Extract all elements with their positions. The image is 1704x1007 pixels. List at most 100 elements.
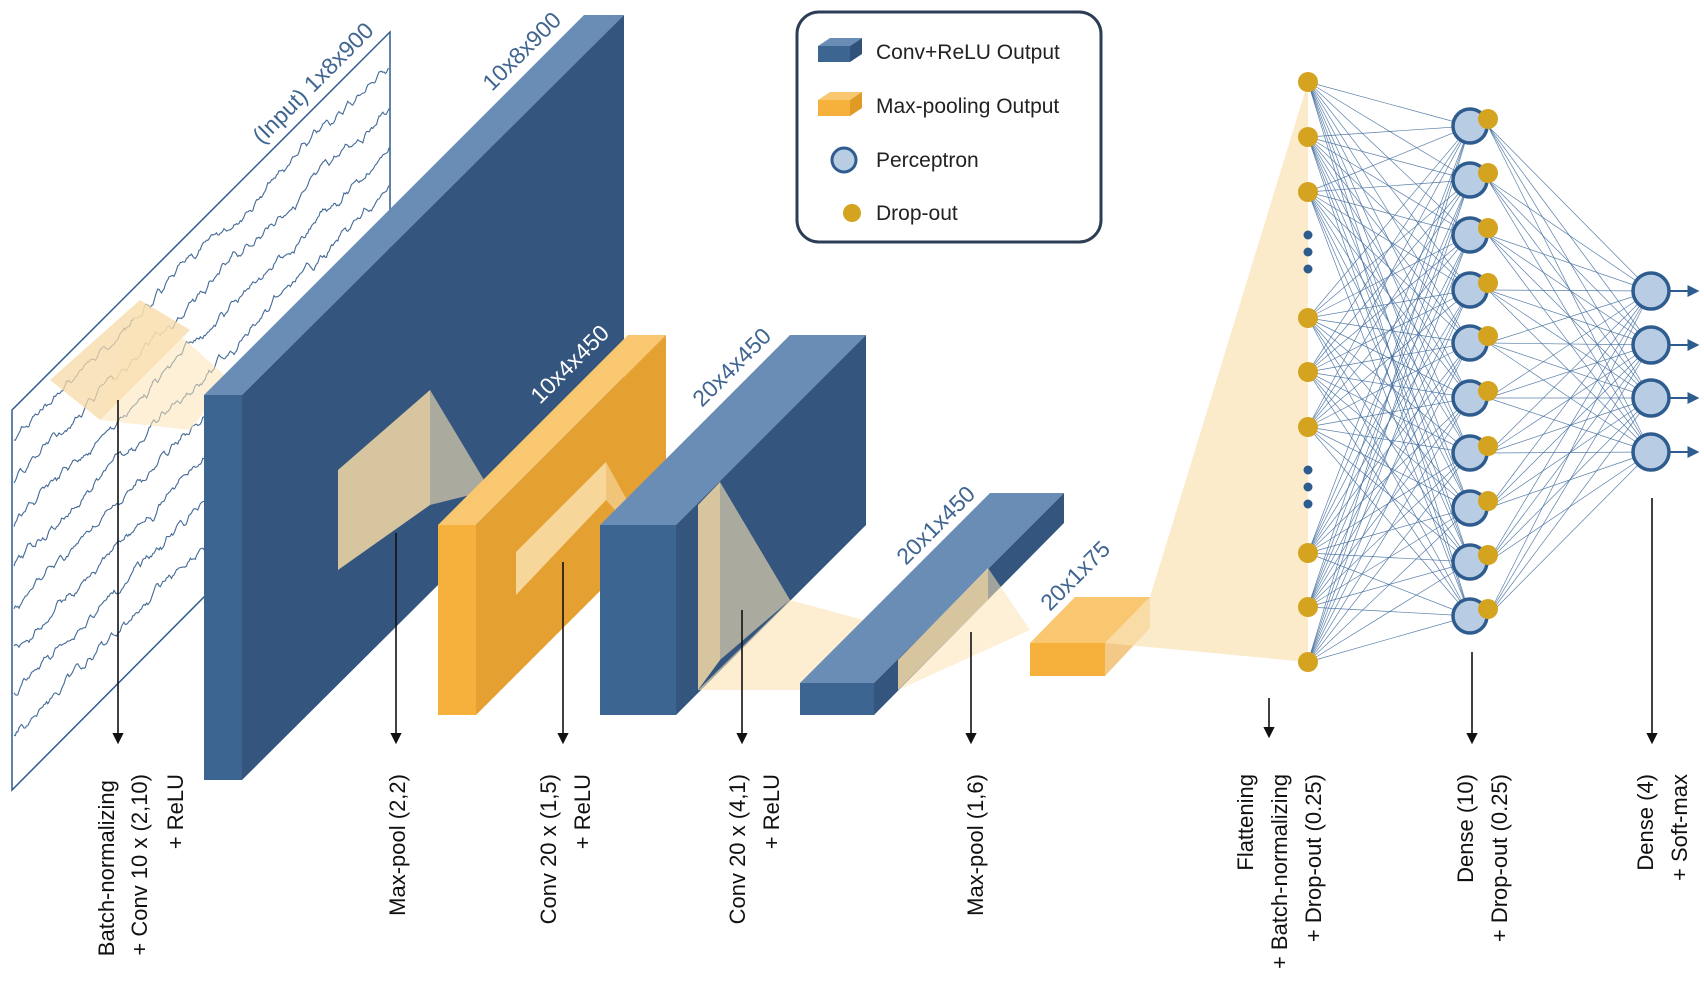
dropout-dot-icon bbox=[843, 204, 861, 222]
perceptron-circle-icon bbox=[830, 146, 858, 174]
conv3-top-face bbox=[800, 493, 1064, 683]
legend-item-dropout: Drop-out bbox=[843, 202, 958, 225]
op4-caption-line2: + ReLU bbox=[759, 774, 784, 849]
connection-line bbox=[1307, 191, 1471, 291]
connection-line bbox=[1307, 81, 1471, 127]
conv2-front-face bbox=[600, 525, 676, 715]
connection-line bbox=[1487, 290, 1652, 509]
connection-line bbox=[1487, 179, 1652, 346]
dropout-dot-icon bbox=[1298, 182, 1318, 202]
connection-line bbox=[1307, 191, 1471, 617]
dropout-dot-icon bbox=[1478, 109, 1498, 129]
connection-line bbox=[1307, 191, 1471, 454]
connection-line bbox=[1487, 397, 1652, 617]
op6-caption: Flattening bbox=[1233, 774, 1258, 871]
dropout-dot-icon bbox=[1478, 436, 1498, 456]
dropout-dot-icon bbox=[1478, 491, 1498, 511]
op3-line1: Conv 20 x (1,5) bbox=[536, 774, 561, 924]
connection-line bbox=[1307, 289, 1471, 663]
conv3-receptive-field bbox=[898, 568, 988, 690]
connection-line bbox=[1487, 289, 1652, 346]
eeg-trace bbox=[13, 147, 390, 527]
connection-line bbox=[1307, 507, 1471, 663]
op2-caption: Max-pool (2,2) bbox=[385, 774, 410, 916]
pool2-front-face bbox=[1030, 643, 1105, 676]
connection-line bbox=[1487, 179, 1652, 453]
ellipsis-dot-icon bbox=[1303, 264, 1313, 274]
connection-line bbox=[1487, 344, 1652, 399]
legend-item-pool: Max-pooling Output bbox=[818, 92, 1059, 118]
legend: Conv+ReLU Output Max-pooling Output Perc… bbox=[795, 10, 1103, 244]
network-connections bbox=[1307, 81, 1652, 663]
orange-block-icon-side bbox=[850, 92, 862, 116]
connection-line bbox=[1487, 290, 1652, 344]
dropout-dot-icon bbox=[1298, 308, 1318, 328]
connection-line bbox=[1307, 125, 1471, 428]
op1-caption: Batch-normalizing + Conv 10 x (2,10) bbox=[94, 774, 152, 956]
op1-line1: Batch-normalizing bbox=[94, 780, 119, 956]
connection-line bbox=[1307, 342, 1471, 608]
connection-line bbox=[1307, 191, 1471, 344]
op1-caption-line3: + ReLU bbox=[163, 774, 188, 849]
connection-line bbox=[1487, 397, 1652, 453]
legend-label-pool: Max-pooling Output bbox=[876, 95, 1059, 118]
flatten-projection bbox=[1105, 82, 1308, 662]
connection-line bbox=[1487, 125, 1652, 399]
op3-caption-line2: + ReLU bbox=[570, 774, 595, 849]
dropout-dot-icon bbox=[1478, 273, 1498, 293]
legend-label-conv: Conv+ReLU Output bbox=[876, 41, 1060, 64]
op6-caption-line2: + Batch-normalizing bbox=[1267, 774, 1292, 969]
connection-line bbox=[1307, 317, 1471, 509]
connection-line bbox=[1487, 289, 1652, 292]
connection-line bbox=[1487, 342, 1652, 399]
perceptron-circle-icon bbox=[1631, 325, 1671, 365]
pool2-top-face bbox=[1030, 597, 1150, 643]
orange-block-icon bbox=[818, 92, 862, 100]
connection-line bbox=[1307, 125, 1471, 138]
connection-line bbox=[1307, 125, 1471, 663]
ellipsis-dot-icon bbox=[1303, 230, 1313, 240]
conv3-front-face bbox=[800, 683, 874, 715]
connection-line bbox=[1307, 191, 1471, 509]
ellipsis-dot-icon bbox=[1303, 482, 1313, 492]
dropout-dot-icon bbox=[1478, 163, 1498, 183]
connection-line bbox=[1487, 342, 1652, 453]
dropout-dot-icon bbox=[1298, 362, 1318, 382]
connection-line bbox=[1307, 234, 1471, 663]
legend-label-perceptron: Perceptron bbox=[876, 149, 979, 172]
connection-line bbox=[1487, 179, 1652, 292]
connection-line bbox=[1307, 81, 1471, 344]
conv2-block: 20x4x450 bbox=[600, 323, 866, 715]
connection-line bbox=[1307, 81, 1471, 181]
dropout-dot-icon bbox=[1478, 326, 1498, 346]
connection-line bbox=[1307, 125, 1471, 608]
connection-line bbox=[1307, 426, 1471, 563]
dropout-dot-icon bbox=[1298, 597, 1318, 617]
op8-caption: Dense (4) bbox=[1633, 774, 1658, 871]
operation-arrows bbox=[112, 400, 1658, 745]
ellipsis-dot-icon bbox=[1303, 499, 1313, 509]
pool1-top-face bbox=[438, 335, 666, 525]
operation-captions: Batch-normalizing + Conv 10 x (2,10) + R… bbox=[94, 774, 1692, 969]
blue-block-icon bbox=[818, 38, 862, 46]
connection-line bbox=[1307, 561, 1471, 608]
connection-line bbox=[1487, 290, 1652, 563]
connection-line bbox=[1487, 451, 1652, 454]
pool2-block: 20x1x75 bbox=[1030, 536, 1150, 676]
connection-line bbox=[1307, 371, 1471, 617]
dropout-dot-icon bbox=[1478, 381, 1498, 401]
op6-caption-line3: + Drop-out (0.25) bbox=[1301, 774, 1326, 942]
blue-block-icon-front bbox=[818, 46, 850, 62]
connection-line bbox=[1307, 125, 1471, 373]
connection-line bbox=[1307, 125, 1471, 319]
connection-line bbox=[1307, 561, 1471, 663]
connection-line bbox=[1307, 125, 1471, 554]
connection-line bbox=[1487, 451, 1652, 617]
connection-line bbox=[1307, 125, 1471, 193]
connection-line bbox=[1307, 179, 1471, 428]
dropout-dot-icon bbox=[1298, 652, 1318, 672]
conv3-projection bbox=[898, 568, 1030, 690]
connection-line bbox=[1307, 289, 1471, 428]
dropout-dot-icon bbox=[1478, 545, 1498, 565]
